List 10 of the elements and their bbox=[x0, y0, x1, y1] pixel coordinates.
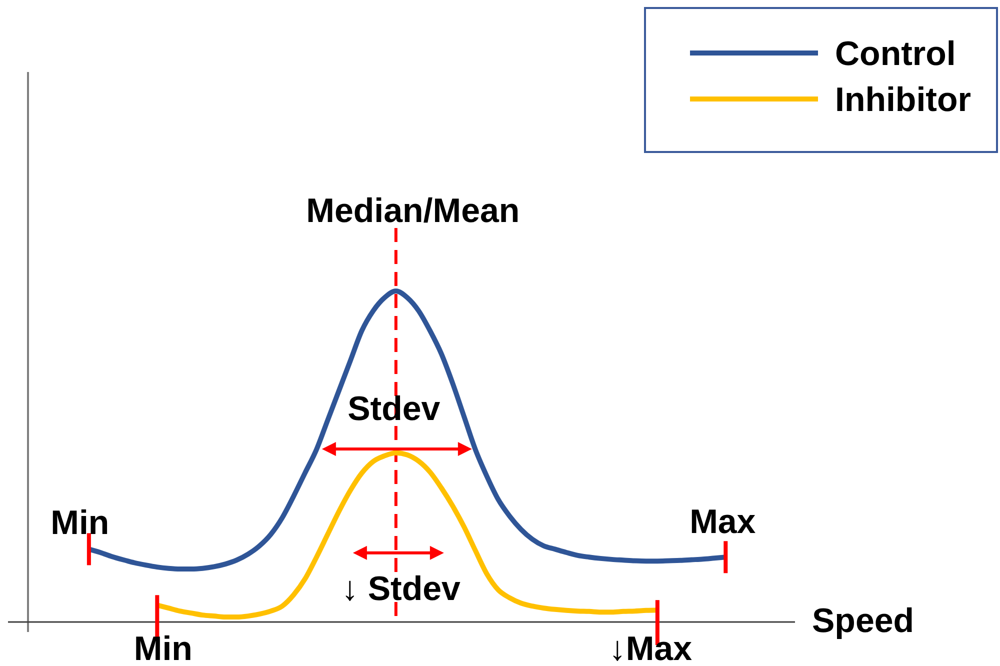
x-axis-title: Speed bbox=[812, 602, 914, 640]
annotation: Stdev bbox=[348, 390, 440, 428]
annotation: ↓ Stdev bbox=[341, 570, 461, 608]
legend-label: Control bbox=[835, 35, 956, 73]
text: ↓Max bbox=[608, 630, 692, 666]
text: Median/Mean bbox=[306, 192, 520, 230]
annotation: Max bbox=[690, 503, 756, 542]
legend-label: Inhibitor bbox=[835, 81, 971, 119]
text: Min bbox=[134, 630, 192, 666]
annotation: Min bbox=[50, 504, 110, 542]
